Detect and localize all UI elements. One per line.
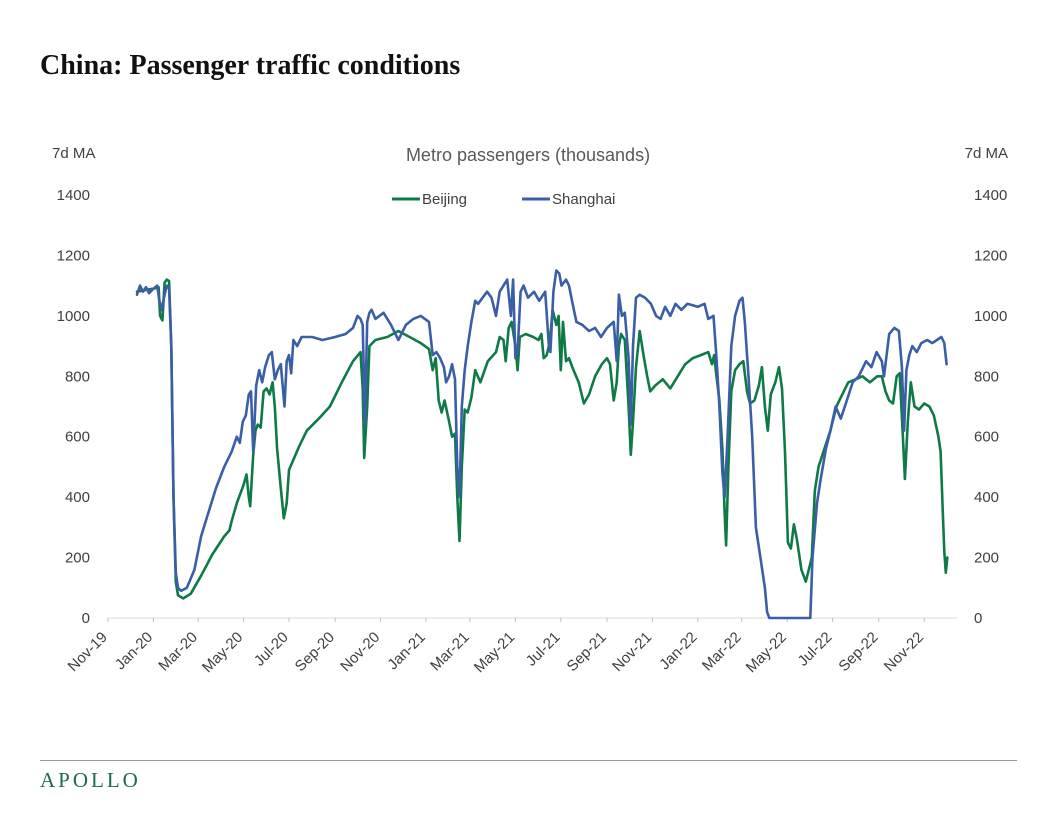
series-line-beijing [135,278,949,600]
x-tick-label: Jan-21 [384,629,428,673]
x-tick-label: Sep-22 [835,629,881,675]
x-tick-label: Nov-21 [609,629,655,675]
x-tick-label: Sep-20 [292,629,338,675]
y-tick-label-right: 400 [974,489,999,506]
y-tick-label-right: 1200 [974,247,1007,264]
x-tick-label: Jul-22 [795,629,836,670]
left-y-axis: 0 200 400 600 800 1000 1200 1400 [57,187,90,627]
x-tick-label: May-21 [471,629,518,676]
footer-divider [40,760,1017,761]
y-tick-label-left: 800 [65,368,90,385]
series-line-shanghai [135,269,948,620]
y-tick-label-left: 400 [65,489,90,506]
x-tick-label: May-22 [743,629,790,676]
series-lines [135,269,949,620]
right-axis-label: 7d MA [965,145,1008,162]
x-tick-label: Mar-21 [427,629,473,675]
y-tick-label-right: 1400 [974,187,1007,204]
y-tick-label-right: 0 [974,610,982,627]
y-tick-label-right: 800 [974,368,999,385]
x-tick-label: Jul-21 [523,629,564,670]
y-tick-label-right: 600 [974,429,999,446]
legend-label-shanghai: Shanghai [552,191,615,208]
y-tick-label-right: 1000 [974,308,1007,325]
x-tick-label: Jan-20 [112,629,156,673]
x-tick-label: Nov-22 [881,629,927,675]
legend: Beijing Shanghai [392,191,615,208]
y-tick-label-left: 200 [65,550,90,567]
y-tick-label-right: 200 [974,550,999,567]
y-tick-label-left: 1000 [57,308,90,325]
chart-title: Metro passengers (thousands) [406,145,650,165]
y-tick-label-left: 600 [65,429,90,446]
x-tick-label: Mar-20 [155,629,201,675]
y-tick-label-left: 1200 [57,247,90,264]
brand-logo: APOLLO [40,768,141,792]
x-tick-label: Mar-22 [699,629,745,675]
x-tick-label: May-20 [199,629,246,676]
y-tick-label-left: 1400 [57,187,90,204]
line-chart: Metro passengers (thousands) 7d MA 7d MA… [52,145,1008,676]
page-title: China: Passenger traffic conditions [40,50,461,81]
x-tick-label: Nov-20 [337,629,383,675]
x-tick-label: Jan-22 [656,629,700,673]
x-tick-label: Jul-20 [251,629,292,670]
x-tick-label: Nov-19 [65,629,111,675]
y-tick-label-left: 0 [82,610,90,627]
legend-label-beijing: Beijing [422,191,467,208]
x-tick-label: Sep-21 [564,629,610,675]
left-axis-label: 7d MA [52,145,95,162]
right-y-axis: 0 200 400 600 800 1000 1200 1400 [974,187,1007,627]
